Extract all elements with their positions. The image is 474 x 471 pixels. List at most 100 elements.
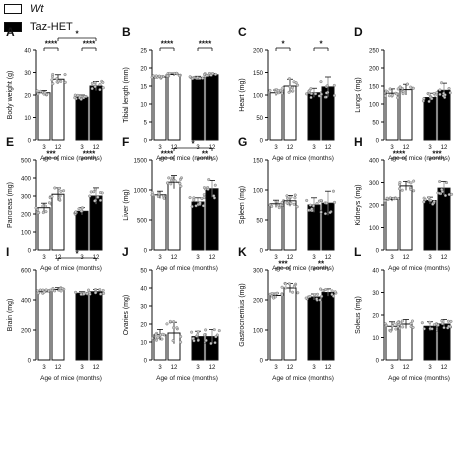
data-point-a [90, 81, 94, 85]
x-tick-label-h-1: 12 [403, 255, 410, 261]
y-tick-label-j: 10 [140, 341, 147, 347]
data-point-b [196, 76, 200, 80]
data-point-k [284, 282, 288, 286]
y-tick-label-f: 0 [144, 249, 148, 255]
y-tick-label-d: 150 [369, 85, 380, 91]
data-point-c [294, 81, 298, 85]
data-point-a [101, 86, 105, 90]
y-tick-label-f: 1500 [134, 159, 148, 165]
y-tick-label-b: 0 [144, 139, 148, 145]
data-point-j [150, 336, 154, 340]
data-point-i [98, 288, 102, 292]
data-point-e [77, 207, 81, 211]
panel-letter-d: D [354, 25, 363, 39]
data-point-c [296, 83, 300, 87]
y-axis-label-e: Pancreas (mg) [7, 182, 14, 228]
data-point-l [396, 320, 400, 324]
data-point-g [293, 196, 297, 200]
data-point-c [332, 94, 336, 97]
data-point-k [291, 290, 295, 294]
bar-e-1 [51, 193, 65, 251]
data-point-b [191, 77, 195, 81]
data-point-j [209, 341, 213, 345]
panel-letter-c: C [238, 25, 247, 39]
y-tick-label-j: 30 [140, 305, 147, 311]
bar-f-3 [205, 188, 219, 251]
data-point-i [88, 291, 92, 295]
x-tick-label-g-0: 3 [274, 255, 278, 261]
bar-a-0 [37, 92, 51, 141]
data-point-f [213, 183, 217, 187]
x-tick-label-j-3: 12 [209, 365, 216, 371]
x-tick-label-c-0: 3 [274, 145, 278, 151]
y-tick-label-a: 20 [24, 94, 31, 100]
sig-label-a: **** [83, 40, 96, 49]
data-point-c [291, 89, 295, 93]
bar-f-1 [167, 181, 181, 251]
data-point-h [383, 199, 387, 203]
sig-label-b: **** [199, 40, 212, 49]
data-point-d [388, 94, 391, 98]
data-point-h [447, 193, 451, 197]
data-point-i [87, 288, 91, 292]
y-tick-label-g: 50 [256, 219, 263, 225]
panel-a: A 0 10 20 30 40 Body weight (g) 3 12 3 12 Age of mi… [6, 25, 105, 162]
data-point-d [432, 92, 436, 95]
x-tick-label-g-1: 12 [287, 255, 294, 261]
y-axis-label-k: Gastrocnemius (mg) [239, 283, 246, 346]
data-point-h [423, 198, 427, 202]
data-point-j [161, 332, 165, 336]
sig-label-e: **** [83, 150, 96, 159]
data-point-i [102, 291, 106, 295]
x-tick-label-c-2: 3 [312, 145, 316, 151]
data-point-d [427, 99, 431, 103]
data-point-j [204, 328, 208, 332]
data-point-a [101, 80, 105, 84]
bar-k-1 [283, 287, 297, 361]
data-point-i [38, 288, 42, 292]
data-point-l [442, 326, 446, 330]
data-point-j [212, 328, 216, 332]
data-point-j [154, 332, 158, 336]
data-point-j [196, 338, 200, 342]
data-point-e [44, 210, 48, 214]
data-point-e [99, 198, 102, 202]
data-point-j [202, 333, 206, 337]
y-tick-label-l: 30 [372, 291, 379, 297]
data-point-d [435, 91, 439, 95]
data-point-c [309, 87, 313, 91]
x-axis-label-h: Age of mice (months) [388, 265, 450, 272]
y-tick-label-j: 50 [140, 269, 147, 275]
data-point-l [440, 322, 444, 326]
data-point-k [321, 288, 325, 292]
data-point-f [190, 205, 194, 208]
y-tick-label-h: 0 [376, 249, 380, 255]
sig-label-c: * [319, 40, 323, 49]
x-tick-label-g-3: 12 [325, 255, 332, 261]
data-point-j [156, 336, 160, 340]
data-point-l [432, 323, 436, 327]
y-tick-label-a: 10 [24, 116, 31, 122]
data-point-a [83, 95, 87, 98]
data-point-i [79, 292, 83, 296]
panel-letter-e: E [6, 135, 14, 149]
data-point-a [43, 91, 47, 95]
data-point-k [296, 291, 300, 295]
data-point-e [53, 186, 57, 190]
bar-b-3 [205, 74, 219, 141]
data-point-g [275, 200, 279, 204]
data-point-j [168, 319, 172, 323]
data-point-k [332, 294, 336, 298]
y-tick-label-h: 200 [369, 204, 380, 210]
data-point-c [314, 92, 318, 96]
x-tick-label-k-2: 3 [312, 365, 316, 371]
data-point-d [398, 85, 402, 89]
data-point-h [440, 188, 444, 192]
x-tick-label-k-1: 12 [287, 365, 294, 371]
bar-l-2 [423, 325, 437, 361]
y-axis-label-g: Spleen (mg) [239, 186, 246, 224]
x-axis-label-d: Age of mice (months) [388, 155, 450, 162]
y-axis-label-i: Brain (mg) [7, 299, 14, 332]
data-point-l [440, 319, 444, 323]
